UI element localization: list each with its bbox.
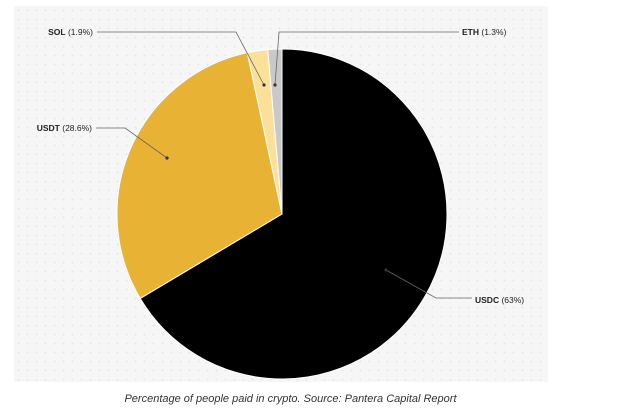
leader-line-usdc [385, 269, 472, 299]
pie-slice-eth [267, 48, 283, 215]
leader-dot-usdc [384, 268, 388, 272]
leader-line-sol [97, 31, 265, 86]
leader-dot-sol [262, 83, 266, 87]
slice-label-eth: ETH (1.3%) [462, 27, 507, 37]
leader-dot-usdt [165, 156, 169, 160]
leader-dot-eth [273, 83, 277, 87]
slice-label-sol: SOL (1.9%) [48, 27, 93, 37]
slice-label-usdc: USDC (63%) [475, 295, 524, 305]
chart-panel: USDC (63%) USDT (28.6%) SOL (1.9%) ETH (1.3… [14, 6, 548, 382]
pie-chart: USDC (63%) USDT (28.6%) SOL (1.9%) ETH (1.3… [37, 27, 524, 380]
slice-label-usdt: USDT (28.6%) [37, 123, 92, 133]
leader-line-eth [274, 31, 459, 86]
leader-line-usdt [96, 127, 168, 159]
chart-caption: Percentage of people paid in crypto. Sou… [124, 393, 457, 405]
pie-slice-usdt [116, 52, 283, 300]
pie-slice-usdc [139, 48, 448, 380]
